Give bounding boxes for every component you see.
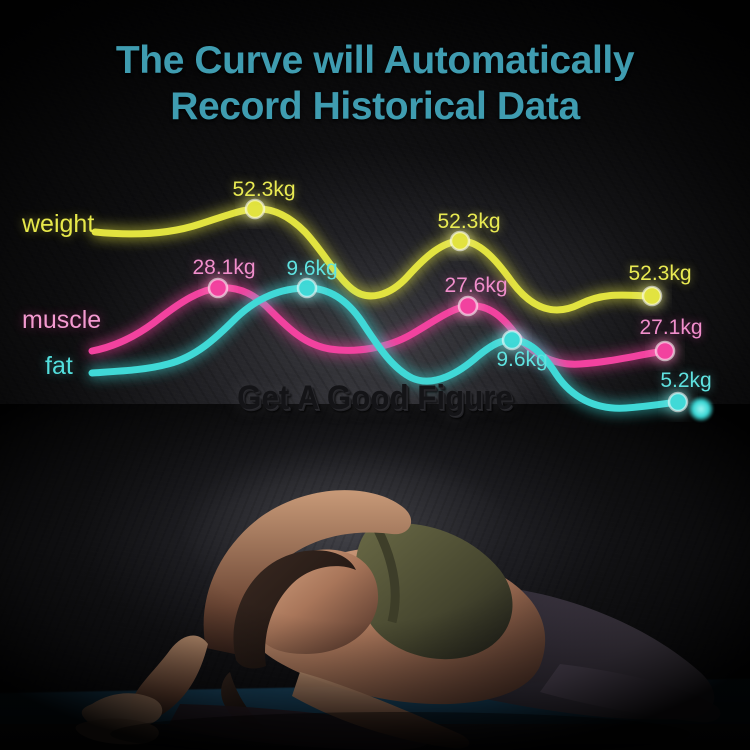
teal-light-glow bbox=[688, 396, 714, 422]
data-point-label-muscle: 27.6kg bbox=[444, 274, 508, 297]
data-point-label-weight: 52.3kg bbox=[628, 262, 692, 285]
series-label-muscle: muscle bbox=[22, 306, 102, 334]
data-point-label-weight: 52.3kg bbox=[437, 210, 501, 233]
data-point-label-fat: 9.6kg bbox=[286, 257, 338, 280]
headline-line-2: Record Historical Data bbox=[170, 85, 580, 129]
data-point-label-muscle: 28.1kg bbox=[192, 256, 256, 279]
page-title: The Curve will Automatically Record Hist… bbox=[0, 38, 750, 130]
data-point-label-fat: 9.6kg bbox=[496, 348, 548, 371]
series-label-fat: fat bbox=[45, 352, 73, 380]
data-point-label-fat: 5.2kg bbox=[660, 369, 712, 392]
yoga-photo bbox=[0, 404, 750, 750]
data-point-label-muscle: 27.1kg bbox=[639, 316, 703, 339]
headline-line-1: The Curve will Automatically bbox=[115, 39, 635, 82]
tagline: Get A Good Figure bbox=[237, 379, 513, 417]
data-point-label-weight: 52.3kg bbox=[232, 178, 296, 201]
photo-vignette bbox=[0, 404, 750, 750]
series-label-weight: weight bbox=[22, 210, 95, 238]
